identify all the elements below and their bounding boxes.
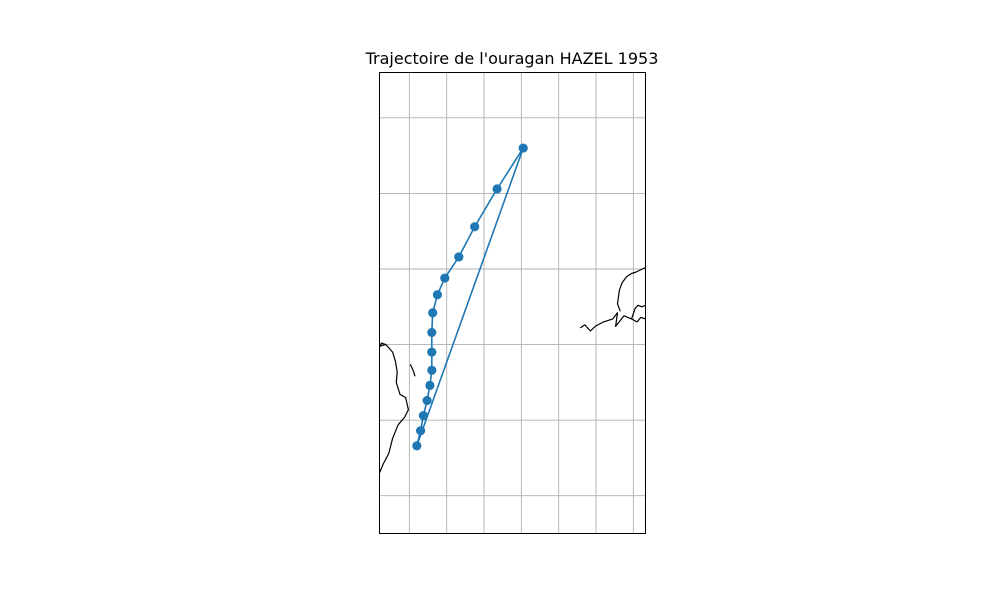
coastline-central-america-coast bbox=[379, 344, 409, 474]
coastline-honduras-cape bbox=[409, 363, 416, 377]
track-point bbox=[454, 252, 464, 262]
track-line bbox=[415, 147, 525, 447]
coastlines bbox=[379, 266, 646, 474]
coastline-cuba-east-shore bbox=[630, 304, 646, 320]
track-point bbox=[427, 347, 437, 357]
track-point bbox=[492, 184, 502, 194]
coastline-yucatan-point bbox=[379, 342, 387, 348]
track-point bbox=[440, 273, 450, 283]
track-point bbox=[432, 290, 442, 300]
coastline-hispaniola-west bbox=[616, 266, 646, 312]
hurricane-track bbox=[412, 143, 528, 451]
track-point bbox=[518, 143, 528, 153]
track-point bbox=[427, 328, 437, 337]
track-point bbox=[416, 426, 426, 436]
track-point bbox=[412, 441, 422, 451]
track-point bbox=[470, 222, 480, 232]
track-point bbox=[422, 396, 432, 405]
gridlines bbox=[379, 72, 646, 534]
track-point bbox=[425, 380, 435, 390]
map-plot-area bbox=[379, 72, 646, 534]
track-point bbox=[418, 411, 428, 421]
chart-title: Trajectoire de l'ouragan HAZEL 1953 bbox=[365, 49, 659, 68]
map-frame bbox=[379, 72, 646, 534]
track-point bbox=[428, 308, 438, 318]
track-point bbox=[427, 365, 437, 375]
coastline-cuba-south-coast bbox=[579, 312, 646, 332]
